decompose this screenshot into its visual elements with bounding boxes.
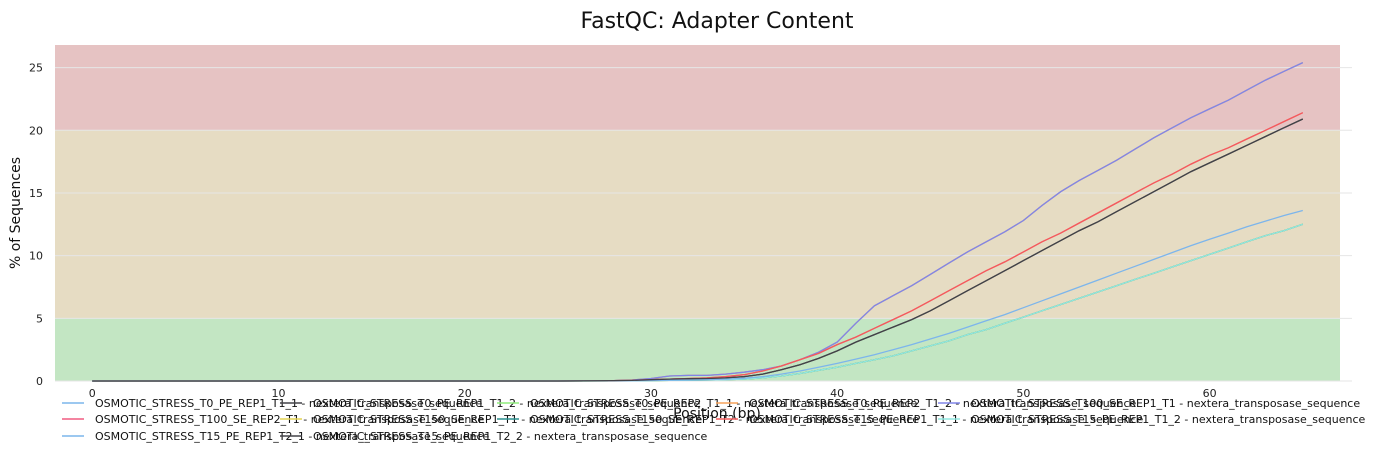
y-tick-label: 20 (29, 124, 43, 137)
y-tick-label: 10 (29, 250, 43, 263)
x-axis-ticks: 0 10 20 30 40 50 60 (89, 387, 1217, 400)
series-line-11 (92, 118, 1304, 382)
y-tick-label: 5 (36, 312, 43, 325)
band-1 (55, 130, 1340, 319)
series-lines (92, 62, 1304, 382)
gridlines (55, 67, 1352, 382)
y-axis-ticks: 0 5 10 15 20 25 (29, 62, 43, 388)
legend-label: OSMOTIC_STRESS_T100_SE_REP1_T1 - nextera… (971, 397, 1360, 410)
y-tick-label: 25 (29, 62, 43, 75)
legend-label: OSMOTIC_STRESS_T15_PE_REP1_T1_2 - nexter… (971, 413, 1365, 426)
threshold-bands (55, 45, 1340, 381)
x-tick-label: 20 (458, 387, 472, 400)
y-tick-label: 0 (36, 375, 43, 388)
x-axis-label: Position (bp) (673, 406, 761, 422)
chart-title: FastQC: Adapter Content (580, 9, 853, 34)
band-2 (55, 45, 1340, 131)
legend-label: OSMOTIC_STRESS_T15_PE_REP1_T2_2 - nexter… (313, 430, 707, 443)
band-0 (55, 318, 1340, 381)
y-axis-label: % of Sequences (8, 157, 24, 269)
x-tick-label: 30 (644, 387, 658, 400)
x-tick-label: 40 (830, 387, 844, 400)
x-tick-label: 50 (1016, 387, 1030, 400)
x-tick-label: 0 (89, 387, 96, 400)
legend: OSMOTIC_STRESS_T0_PE_REP1_T1_1 - nextera… (62, 397, 1365, 443)
x-tick-label: 60 (1203, 387, 1217, 400)
x-tick-label: 10 (271, 387, 285, 400)
y-tick-label: 15 (29, 187, 43, 200)
